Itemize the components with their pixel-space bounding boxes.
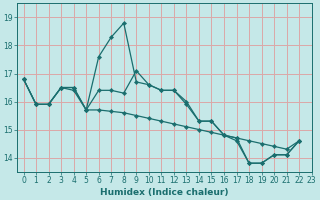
X-axis label: Humidex (Indice chaleur): Humidex (Indice chaleur) bbox=[100, 188, 229, 197]
